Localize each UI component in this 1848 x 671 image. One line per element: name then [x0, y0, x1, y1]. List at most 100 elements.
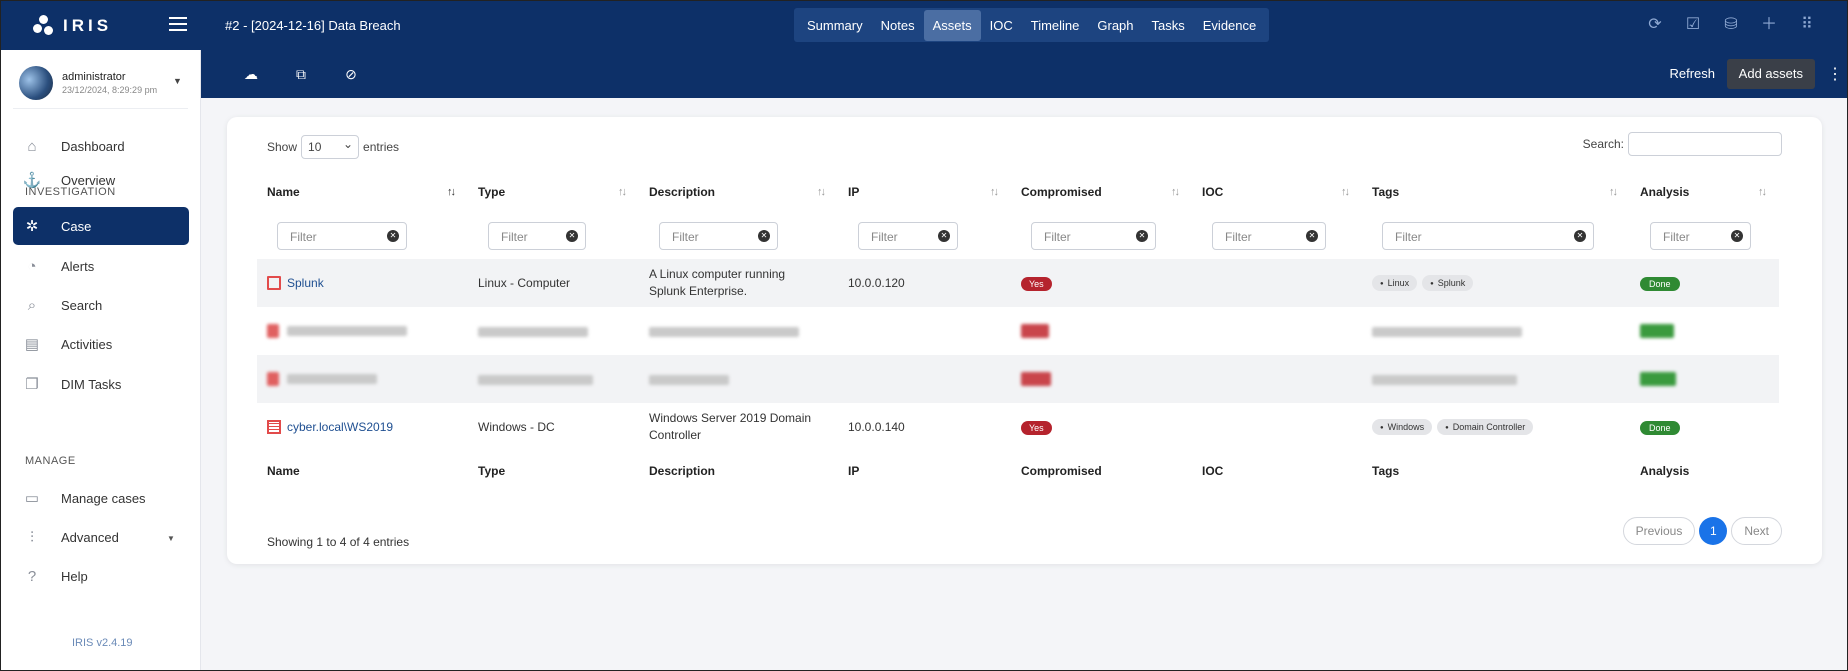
asset-link[interactable]: Splunk [267, 276, 468, 290]
clear-filter-icon[interactable]: ✕ [566, 230, 578, 242]
assets-toolbar: ☁ ⧉ ⊘ Refresh Add assets ⋮ [201, 50, 1847, 98]
sidebar-item-dim-tasks[interactable]: ❐ DIM Tasks [13, 365, 189, 403]
sidebar-item-label: Help [61, 568, 88, 584]
clear-filter-icon[interactable]: ✕ [1731, 230, 1743, 242]
filter-description-input[interactable]: Filter ✕ [659, 222, 778, 250]
menu-toggle-icon[interactable] [169, 17, 187, 31]
filter-name-input[interactable]: Filter ✕ [277, 222, 407, 250]
tab-evidence[interactable]: Evidence [1202, 17, 1257, 33]
apps-grid-icon[interactable]: ⠿ [1801, 16, 1813, 33]
table-info: Showing 1 to 4 of 4 entries [267, 535, 410, 549]
entries-select[interactable]: 10 [301, 135, 360, 159]
asset-ip: 10.0.0.120 [838, 259, 1011, 307]
analysis-badge: Done [1640, 276, 1680, 291]
anchor-icon: ⚓ [22, 172, 42, 189]
entries-label: entries [363, 140, 400, 154]
filter-placeholder: Filter [1044, 230, 1071, 244]
caret-down-icon[interactable]: ▼ [173, 76, 182, 86]
network-icon: ✲ [25, 218, 39, 235]
user-profile[interactable]: administrator 23/12/2024, 8:29:29 pm [19, 66, 157, 100]
home-icon: ⌂ [27, 137, 37, 155]
more-options-icon[interactable]: ⋮ [1827, 66, 1843, 83]
tab-assets[interactable]: Assets [923, 9, 981, 41]
cloud-upload-icon[interactable]: ☁ [244, 66, 258, 82]
clear-filter-icon[interactable]: ✕ [938, 230, 950, 242]
filter-compromised-input[interactable]: Filter ✕ [1031, 222, 1156, 250]
refresh-button[interactable]: Refresh [1669, 66, 1715, 81]
tab-ioc[interactable]: IOC [989, 17, 1013, 33]
sort-icon[interactable]: ↑↓ [817, 186, 826, 198]
caret-down-icon[interactable]: ▼ [167, 534, 175, 543]
sort-icon[interactable]: ↑↓ [1171, 186, 1180, 198]
clear-filter-icon[interactable]: ✕ [758, 230, 770, 242]
sidebar-item-overview[interactable]: ⚓ Overview [13, 161, 189, 199]
layers-icon: ❐ [25, 376, 39, 393]
clear-filter-icon[interactable]: ✕ [387, 230, 399, 242]
clear-filter-icon[interactable]: ✕ [1574, 230, 1586, 242]
filter-placeholder: Filter [672, 230, 699, 244]
sort-icon[interactable]: ↑↓ [618, 186, 627, 198]
previous-page-button[interactable]: Previous [1622, 517, 1696, 545]
column-header-compromised[interactable]: Compromised ↑↓ [1011, 171, 1192, 213]
column-header-ioc[interactable]: IOC ↑↓ [1192, 171, 1362, 213]
filter-placeholder: Filter [290, 230, 317, 244]
filter-analysis-input[interactable]: Filter ✕ [1650, 222, 1751, 250]
column-header-ip[interactable]: IP ↑↓ [838, 171, 1011, 213]
divider [13, 108, 188, 109]
redacted-icon [267, 324, 279, 339]
redacted-badge [1021, 324, 1049, 339]
sort-icon[interactable]: ↑↓ [1758, 186, 1767, 198]
page-1-button[interactable]: 1 [1699, 517, 1728, 545]
sidebar-item-dashboard[interactable]: ⌂ Dashboard [13, 127, 189, 165]
asset-description: Windows Server 2019 Domain Controller [649, 411, 812, 442]
sidebar-item-case[interactable]: ✲ Case [13, 207, 189, 245]
column-header-name[interactable]: Name ↑↓ [257, 171, 468, 213]
sidebar-item-search[interactable]: ⌕ Search [13, 286, 189, 324]
tab-summary[interactable]: Summary [807, 17, 863, 33]
filter-tags-input[interactable]: Filter ✕ [1382, 222, 1594, 250]
column-header-tags[interactable]: Tags ↑↓ [1362, 171, 1630, 213]
tab-notes[interactable]: Notes [880, 17, 915, 33]
sidebar-item-advanced[interactable]: ⫶ Advanced [13, 518, 189, 556]
tab-tasks[interactable]: Tasks [1151, 17, 1185, 33]
filter-placeholder: Filter [1225, 230, 1252, 244]
asset-description: A Linux computer running Splunk Enterpri… [639, 259, 838, 307]
redacted-text [649, 326, 799, 337]
sync-icon[interactable]: ⟳ [1648, 16, 1662, 33]
filter-ioc-input[interactable]: Filter ✕ [1212, 222, 1326, 250]
filter-type-input[interactable]: Filter ✕ [488, 222, 586, 250]
sidebar: administrator 23/12/2024, 8:29:29 pm ▼ ⌂… [1, 50, 201, 670]
tab-graph[interactable]: Graph [1097, 17, 1134, 33]
next-page-button[interactable]: Next [1731, 517, 1782, 545]
sidebar-item-alerts[interactable]: ◔ Alerts [13, 247, 189, 285]
add-assets-button[interactable]: Add assets [1726, 59, 1815, 89]
filter-ip-input[interactable]: Filter ✕ [858, 222, 958, 250]
column-header-description[interactable]: Description ↑↓ [639, 171, 838, 213]
redacted-tags [1372, 326, 1522, 337]
column-header-type[interactable]: Type ↑↓ [468, 171, 639, 213]
copy-icon[interactable]: ⧉ [296, 66, 306, 82]
column-header-analysis[interactable]: Analysis ↑↓ [1630, 171, 1779, 213]
checklist-icon[interactable]: ☑ [1685, 16, 1701, 33]
sidebar-item-manage-cases[interactable]: ▭ Manage cases [13, 479, 189, 517]
tab-timeline[interactable]: Timeline [1030, 17, 1080, 33]
asset-name: Splunk [287, 276, 324, 290]
sidebar-item-activities[interactable]: ▤ Activities [13, 325, 189, 363]
sort-icon[interactable]: ↑↓ [447, 186, 456, 198]
search-input[interactable] [1628, 132, 1782, 156]
version-label: IRIS v2.4.19 [72, 637, 133, 649]
sort-icon[interactable]: ↑↓ [990, 186, 999, 198]
asset-link[interactable]: cyber.local\WS2019 [267, 420, 468, 434]
redacted-text [478, 326, 588, 337]
clear-filter-icon[interactable]: ✕ [1136, 230, 1148, 242]
sort-icon[interactable]: ↑↓ [1609, 186, 1618, 198]
sidebar-item-help[interactable]: ? Help [13, 557, 189, 595]
plus-icon[interactable]: ＋ [1760, 16, 1777, 33]
sort-icon[interactable]: ↑↓ [1341, 186, 1350, 198]
brand[interactable]: IRIS [1, 1, 201, 50]
asset-name: cyber.local\WS2019 [287, 420, 394, 434]
eye-slash-icon[interactable]: ⊘ [345, 66, 357, 82]
database-icon[interactable]: ⛁ [1724, 16, 1738, 33]
user-datetime: 23/12/2024, 8:29:29 pm [62, 85, 158, 95]
clear-filter-icon[interactable]: ✕ [1306, 230, 1318, 242]
